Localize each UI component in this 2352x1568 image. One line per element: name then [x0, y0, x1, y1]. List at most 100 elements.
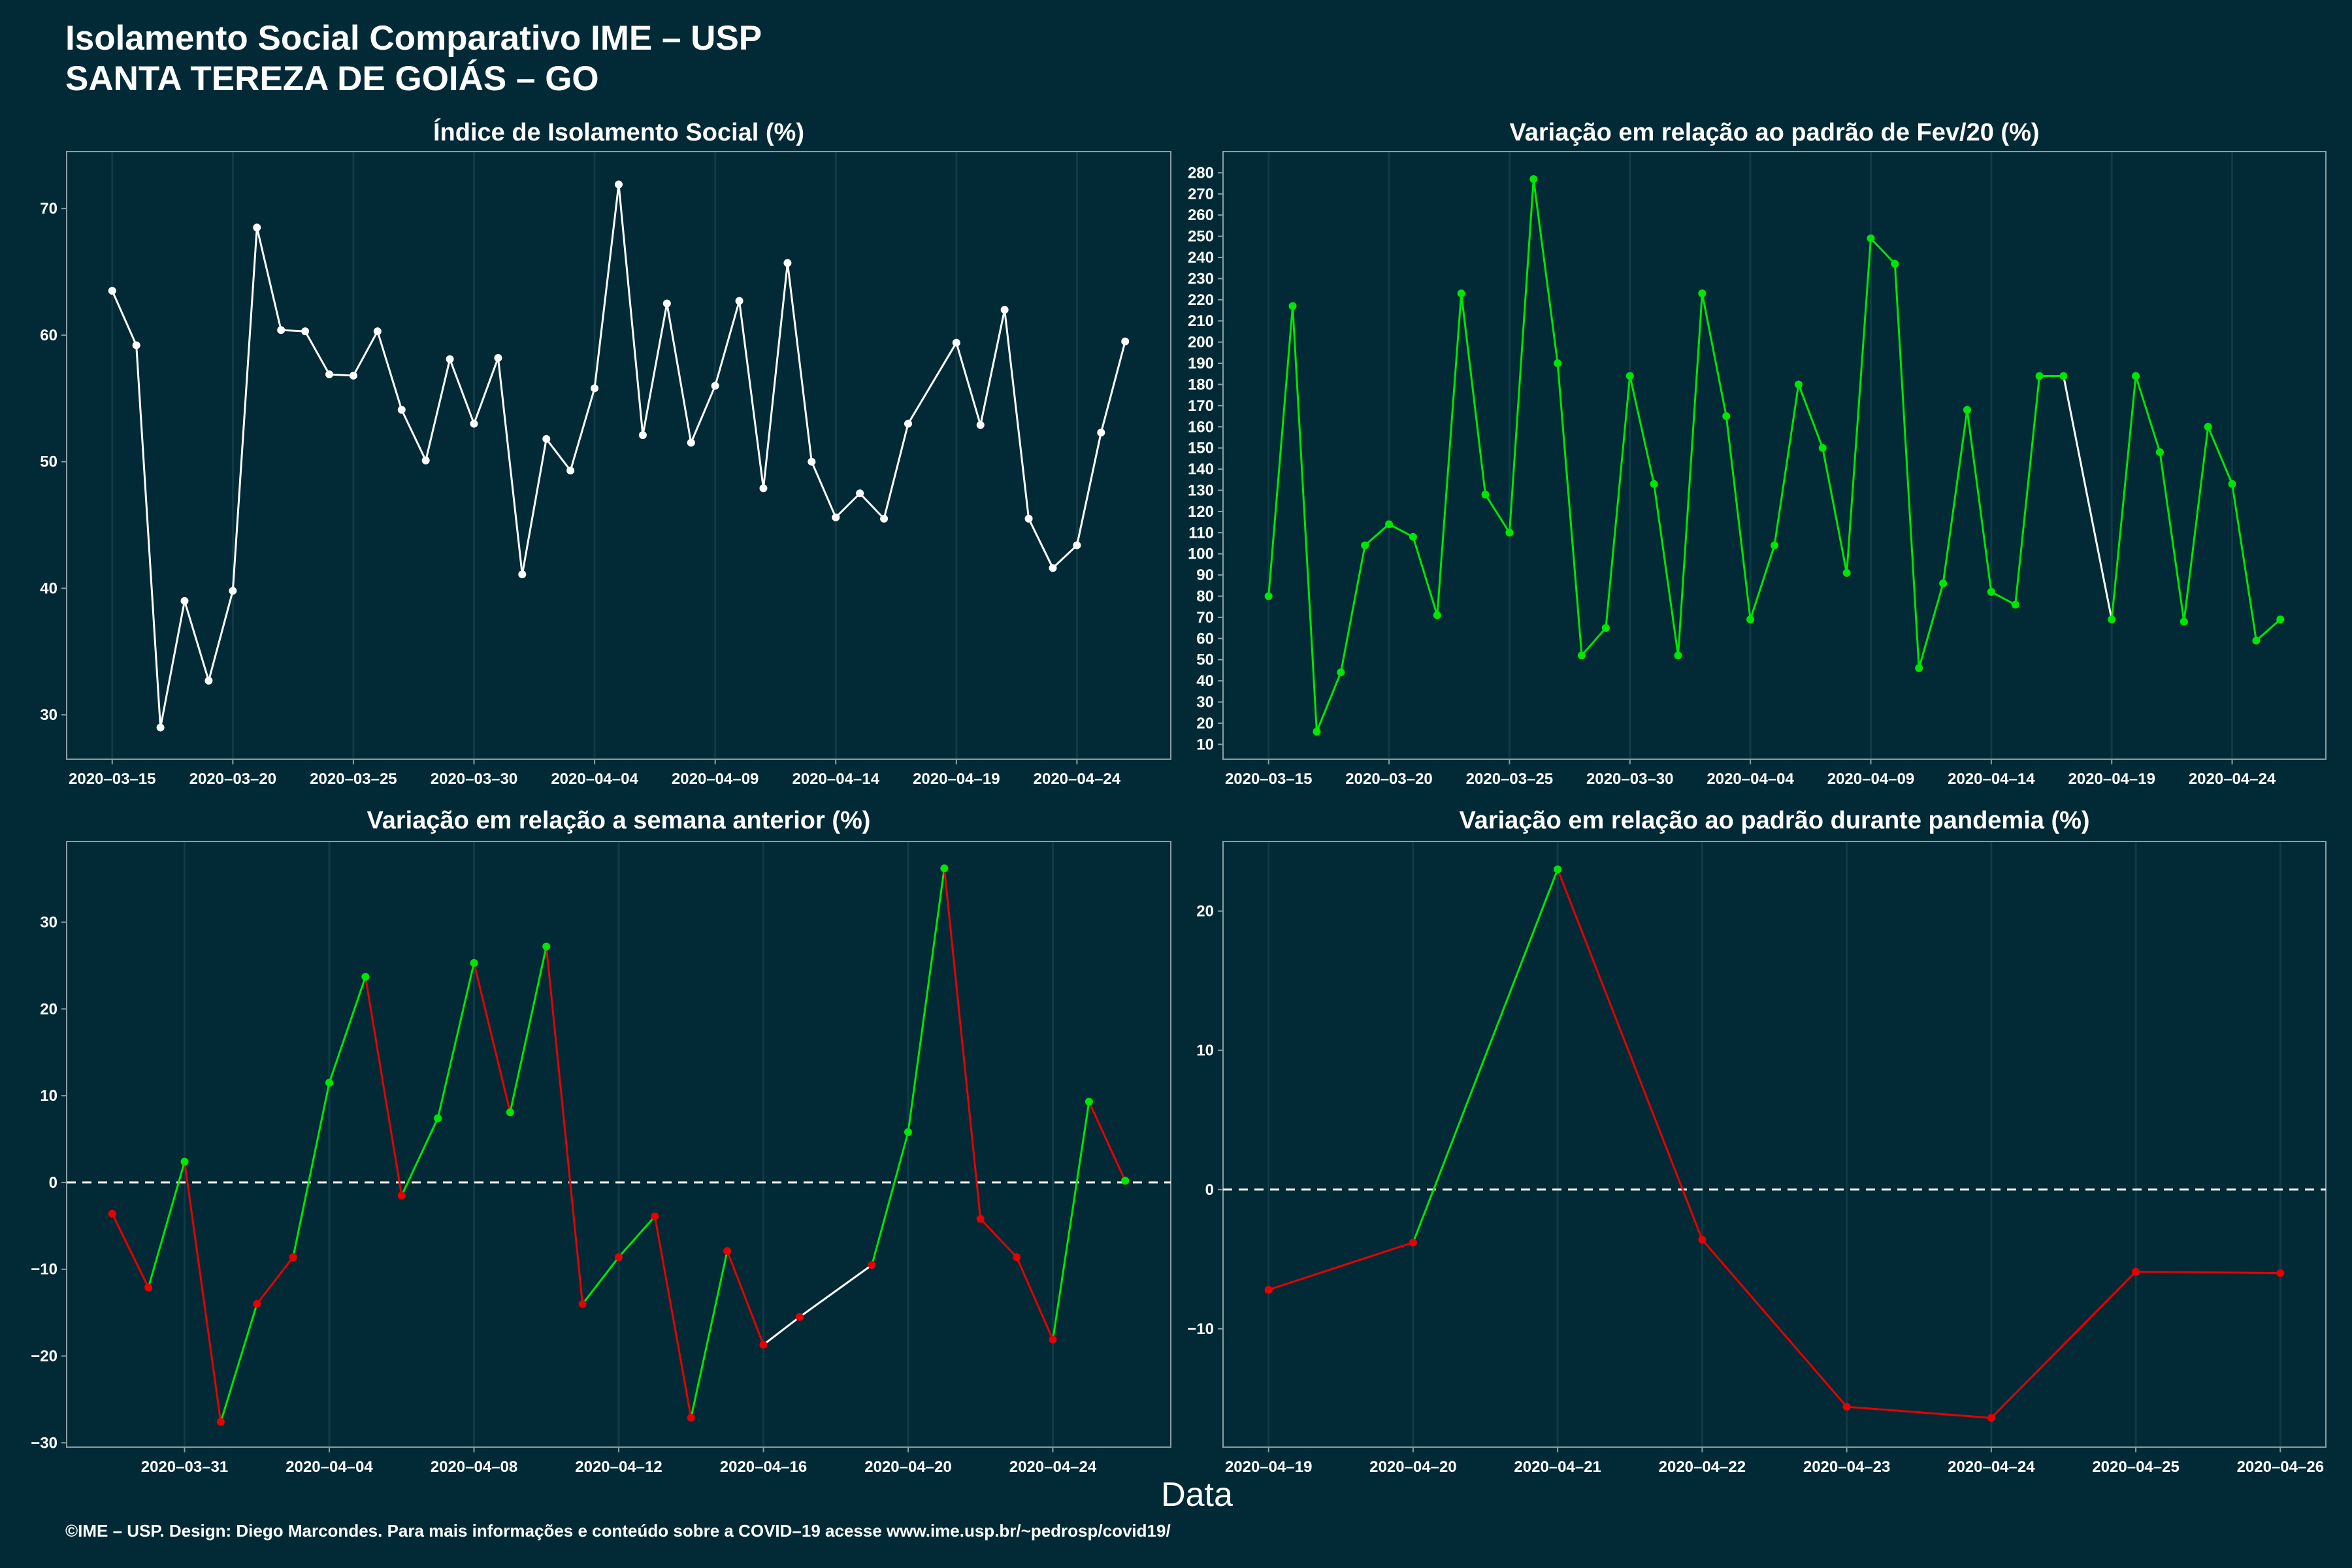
x-tick-label: 2020–04–08: [431, 1458, 517, 1476]
data-point: [759, 484, 768, 493]
data-point: [1409, 1238, 1417, 1247]
data-point: [1097, 429, 1105, 437]
series-segment: [1556, 869, 1703, 1241]
x-tick-label: 2020–04–16: [720, 1458, 807, 1476]
x-tick-label: 2020–04–19: [913, 770, 1000, 788]
y-tick-label: 40: [40, 580, 57, 597]
y-tick-label: 210: [1188, 312, 1214, 330]
y-tick-label: 10: [1196, 736, 1214, 753]
data-point: [2228, 480, 2236, 488]
series-segment: [810, 461, 837, 518]
series-segment: [1846, 238, 1872, 573]
series-segment: [1991, 591, 2016, 606]
data-point: [253, 1299, 261, 1308]
data-point: [952, 338, 960, 347]
series-segment: [1797, 384, 1824, 449]
series-segment: [1460, 293, 1487, 495]
main-title-line2: SANTA TEREZA DE GOIÁS – GO: [65, 59, 599, 98]
data-point: [2132, 1267, 2140, 1276]
x-tick-label: 2020–04–12: [575, 1458, 662, 1476]
data-point: [397, 406, 406, 414]
y-tick-label: 230: [1188, 270, 1214, 287]
x-tick-label: 2020–03–30: [1586, 770, 1673, 788]
series-segment: [1364, 523, 1390, 546]
x-tick-label: 2020–04–09: [672, 770, 759, 788]
series-segment: [1821, 448, 1848, 574]
x-tick-label: 2020–04–20: [1369, 1458, 1456, 1476]
data-point: [651, 1212, 659, 1220]
series-segment: [1028, 518, 1054, 569]
y-tick-label: −20: [31, 1348, 57, 1365]
panel-variation-feb: Variação em relação ao padrão de Fev/20 …: [1188, 119, 2327, 788]
series-segment: [1701, 293, 1727, 417]
series-segment: [943, 868, 982, 1219]
y-tick-label: 70: [40, 200, 57, 218]
series-segment: [1532, 178, 1559, 364]
series-segment: [762, 1316, 800, 1346]
series-segment: [1942, 410, 1968, 584]
y-tick-label: 180: [1188, 376, 1214, 393]
series-segment: [376, 331, 403, 410]
data-point: [156, 723, 165, 732]
series-segment: [714, 301, 741, 386]
series-segment: [666, 303, 693, 443]
data-point: [868, 1261, 876, 1269]
data-point: [434, 1114, 442, 1122]
series-segment: [1990, 1271, 2137, 1419]
series-segment: [425, 359, 451, 461]
data-point: [1013, 1253, 1021, 1262]
x-tick-label: 2020–03–25: [310, 770, 397, 788]
data-point: [1073, 541, 1081, 549]
series-segment: [111, 1213, 150, 1288]
series-segment: [738, 301, 764, 489]
x-tick-label: 2020–04–19: [1225, 1458, 1312, 1476]
y-tick-label: 30: [1196, 694, 1214, 711]
y-tick-label: 130: [1188, 482, 1214, 499]
data-point: [301, 327, 310, 336]
series-segment: [509, 946, 547, 1113]
series-segment: [2110, 376, 2137, 620]
x-tick-label: 2020–04–04: [1707, 770, 1794, 788]
data-point: [904, 419, 912, 428]
series-segment: [1629, 376, 1656, 485]
series-segment: [497, 357, 523, 575]
data-point: [253, 223, 261, 232]
series-segment: [1484, 494, 1511, 534]
data-point: [518, 570, 527, 579]
data-point: [1891, 259, 1899, 268]
y-tick-label: 80: [1196, 587, 1214, 605]
data-point: [795, 1313, 804, 1321]
y-tick-label: 260: [1188, 206, 1214, 224]
series-segment: [581, 1256, 620, 1305]
y-tick-label: 20: [1196, 715, 1214, 732]
y-tick-label: 250: [1188, 228, 1214, 246]
series-segment: [762, 263, 789, 489]
data-point: [446, 355, 454, 363]
y-tick-label: 30: [40, 914, 57, 932]
data-point: [808, 457, 816, 466]
x-tick-label: 2020–03–30: [431, 770, 517, 788]
data-point: [204, 676, 213, 685]
series-segment: [1605, 376, 1631, 629]
series-segment: [1556, 363, 1583, 656]
series-segment: [352, 331, 379, 376]
data-point: [1674, 651, 1682, 660]
x-tick-label: 2020–04–24: [2189, 770, 2276, 788]
panel-title: Variação em relação ao padrão de Fev/20 …: [1509, 119, 2039, 146]
series-segment: [1267, 306, 1294, 596]
data-point: [723, 1247, 732, 1255]
series-segment: [1412, 869, 1559, 1243]
y-tick-label: −10: [1187, 1320, 1214, 1338]
series-segment: [726, 1250, 764, 1345]
series-segment: [1004, 310, 1030, 519]
series-segment: [642, 303, 668, 436]
series-segment: [1292, 306, 1318, 732]
y-tick-label: 270: [1188, 186, 1214, 203]
data-point: [2011, 600, 2019, 609]
series-segment: [786, 263, 813, 462]
data-point: [759, 1341, 768, 1349]
series-segment: [184, 1161, 222, 1422]
data-point: [2276, 1269, 2285, 1277]
data-point: [578, 1299, 587, 1308]
